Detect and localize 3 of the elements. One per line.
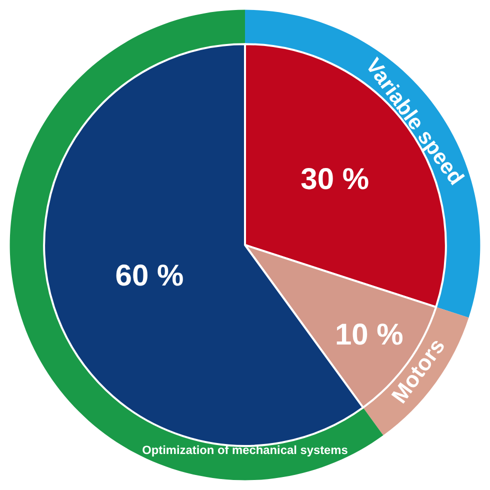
data-label: 60 % [115, 260, 184, 293]
slice-label: Optimization of mechanical systems [142, 442, 348, 457]
data-label: 30 % [300, 163, 370, 196]
